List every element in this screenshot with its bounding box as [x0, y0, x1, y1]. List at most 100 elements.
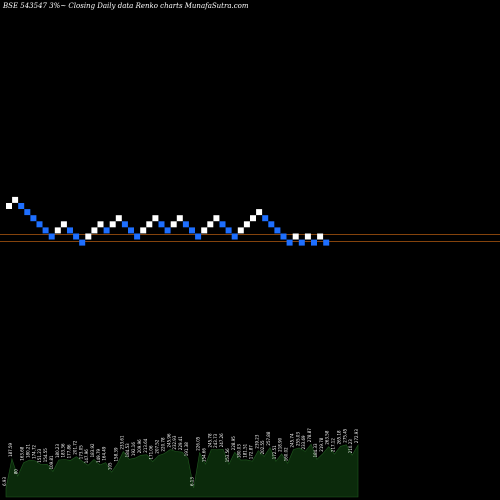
renko-up-brick — [54, 227, 61, 234]
renko-down-brick — [18, 203, 25, 209]
volume-label: 218.90 — [278, 437, 283, 451]
volume-label: 171.06 — [149, 445, 154, 459]
volume-label: 210.23 — [348, 439, 353, 453]
volume-label: 105 — [108, 462, 113, 470]
volume-label: 180.23 — [55, 444, 60, 458]
renko-up-brick — [243, 221, 250, 228]
renko-down-brick — [24, 209, 31, 216]
renko-up-brick — [91, 227, 98, 234]
volume-label: 217.12 — [331, 438, 336, 452]
volume-label: 209.96 — [137, 439, 142, 453]
renko-down-brick — [231, 233, 238, 240]
renko-up-brick — [146, 221, 153, 228]
renko-down-brick — [189, 227, 195, 234]
volume-label: 263.58 — [325, 430, 330, 444]
volume-label: 245.74 — [290, 433, 295, 447]
renko-up-brick — [292, 233, 299, 240]
volume-label: 164.49 — [102, 446, 107, 460]
renko-down-brick — [268, 221, 275, 228]
volume-label: 184.53 — [125, 443, 130, 457]
volume-label: 172.87 — [248, 445, 253, 459]
renko-down-brick — [36, 221, 43, 228]
volume-label: 191.38 — [184, 442, 189, 456]
renko-down-brick — [274, 227, 281, 234]
renko-up-brick — [201, 227, 208, 234]
renko-down-brick — [182, 221, 189, 228]
volume-label: 265.18 — [336, 430, 341, 444]
renko-down-brick — [121, 221, 128, 228]
renko-up-brick — [60, 221, 67, 228]
volume-label: 154.66 — [202, 448, 207, 462]
renko-up-brick — [97, 221, 104, 228]
renko-down-brick — [67, 227, 73, 234]
volume-label: 181.51 — [243, 443, 248, 457]
volume-label: 245.78 — [207, 433, 212, 447]
chart-title: BSE 543547 3%~ Closing Daily data Renko … — [3, 2, 249, 10]
renko-up-brick — [237, 227, 244, 234]
renko-up-brick — [152, 215, 159, 222]
renko-up-brick — [6, 203, 12, 209]
renko-up-brick — [12, 196, 19, 203]
volume-label: 233.69 — [301, 435, 306, 449]
renko-up-brick — [115, 215, 122, 222]
volume-label: 183.36 — [61, 443, 66, 457]
renko-down-brick — [134, 233, 141, 240]
volume-label: 233.61 — [119, 435, 124, 449]
volume-label: 272.93 — [354, 429, 359, 443]
volume-label: 147.96 — [84, 449, 89, 463]
volume-label: 163.68 — [20, 446, 25, 460]
volume-label: 80 — [14, 469, 19, 475]
renko-down-brick — [48, 233, 55, 240]
volume-label: 160.02 — [284, 447, 289, 461]
renko-up-brick — [176, 215, 183, 222]
renko-down-brick — [262, 215, 269, 222]
volume-label: 192.16 — [131, 442, 136, 456]
renko-down-brick — [30, 215, 37, 222]
volume-label: 255.03 — [295, 432, 300, 446]
volume-label: 232.93 — [172, 435, 177, 449]
volume-label: 257.88 — [266, 431, 271, 445]
renko-down-brick — [311, 239, 317, 246]
renko-up-brick — [250, 215, 256, 222]
volume-label: 207.52 — [155, 439, 160, 453]
volume-label: 180.03 — [237, 444, 242, 458]
renko-down-brick — [128, 227, 134, 234]
volume-label: 228.95 — [231, 436, 236, 450]
renko-down-brick — [73, 233, 80, 240]
renko-up-brick — [256, 209, 263, 216]
volume-label: 177.86 — [67, 444, 72, 458]
volume-label: 174.72 — [31, 444, 36, 458]
volume-label: 173.05 — [78, 445, 83, 459]
volume-label: 151.23 — [37, 448, 42, 462]
renko-down-brick — [164, 227, 171, 234]
volume-label: 243.73 — [213, 433, 218, 447]
volume-label: 278.87 — [307, 428, 312, 442]
volume-label: 158.39 — [114, 447, 119, 461]
renko-up-brick — [207, 221, 214, 228]
volume-label: 245.96 — [166, 433, 171, 447]
volume-label: 172.51 — [272, 445, 277, 459]
volume-label: 6.13 — [190, 477, 195, 486]
renko-down-brick — [225, 227, 232, 234]
volume-label: 154.55 — [43, 448, 48, 462]
volume-label: 202.55 — [260, 440, 265, 454]
volume-label: 184.33 — [313, 443, 318, 457]
volume-label: 183.92 — [90, 443, 95, 457]
renko-up-brick — [213, 215, 220, 222]
volume-label: 229.41 — [178, 436, 183, 450]
renko-up-brick — [170, 221, 177, 228]
volume-label: 213.64 — [143, 438, 148, 452]
renko-down-brick — [195, 233, 202, 240]
renko-down-brick — [280, 233, 287, 240]
renko-up-brick — [317, 233, 324, 240]
volume-label: 187.59 — [8, 442, 13, 456]
renko-up-brick — [85, 233, 92, 240]
renko-down-brick — [42, 227, 49, 234]
volume-label: 226.05 — [196, 436, 201, 450]
renko-up-brick — [109, 221, 116, 228]
volume-label: 219.78 — [319, 437, 324, 451]
volume-label: 6.93 — [2, 477, 7, 486]
volume-label: 247.26 — [219, 433, 224, 447]
volume-label: 149.79 — [96, 448, 101, 462]
